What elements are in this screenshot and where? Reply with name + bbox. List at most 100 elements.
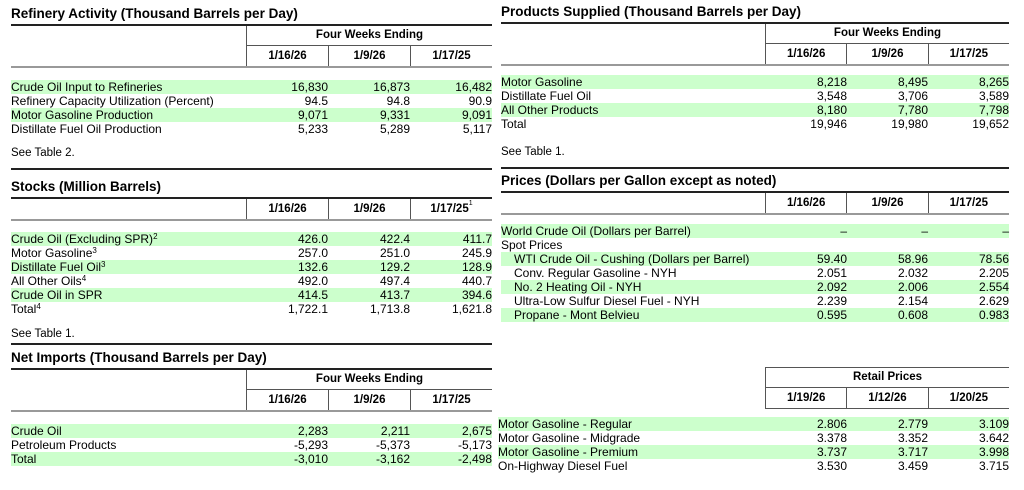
stocks-table: Stocks (Million Barrels) 1/16/26 1/9/26 … bbox=[11, 179, 492, 345]
cell-value: 3.717 bbox=[897, 445, 928, 459]
row-label: Propane - Mont Belvieu bbox=[514, 308, 640, 322]
header-group: Four Weeks Ending 1/16/26 1/9/26 1/17/25 bbox=[765, 24, 1009, 64]
cell-value: 129.2 bbox=[379, 260, 410, 274]
net-imports-table: Net Imports (Thousand Barrels per Day) F… bbox=[11, 350, 492, 466]
cell-value: 1,713.8 bbox=[369, 302, 410, 316]
cell-value: – bbox=[840, 224, 847, 238]
cell-value: -5,173 bbox=[457, 438, 492, 452]
cell-value: 497.4 bbox=[379, 274, 410, 288]
row-label: World Crude Oil (Dollars per Barrel) bbox=[501, 224, 691, 238]
retail-prices-table: Retail Prices 1/19/26 1/12/26 1/20/25 Mo… bbox=[498, 367, 1009, 473]
table-row: Refinery Capacity Utilization (Percent) … bbox=[11, 94, 492, 108]
cell-value: 3,548 bbox=[816, 89, 847, 103]
cell-value: 0.983 bbox=[978, 308, 1009, 322]
cell-value: 2.779 bbox=[897, 417, 928, 431]
cell-value: 3.715 bbox=[978, 459, 1009, 473]
column-header: 1/17/25 bbox=[432, 394, 471, 406]
net-imports-header: Four Weeks Ending 1/16/26 1/9/26 1/17/25 bbox=[11, 370, 492, 412]
row-label: Ultra-Low Sulfur Diesel Fuel - NYH bbox=[514, 294, 700, 308]
refinery-activity-table: Refinery Activity (Thousand Barrels per … bbox=[11, 6, 492, 170]
table-body: Motor Gasoline - Regular 2.806 2.779 3.1… bbox=[498, 417, 1009, 473]
row-label-text: Crude Oil (Excluding SPR) bbox=[11, 232, 154, 246]
table-note: See Table 1. bbox=[11, 328, 75, 340]
row-label: No. 2 Heating Oil - NYH bbox=[514, 280, 642, 294]
cell-value: 94.8 bbox=[386, 94, 410, 108]
row-label-text: Total bbox=[11, 302, 37, 316]
cell-value: 132.6 bbox=[297, 260, 328, 274]
cell-value: 3.352 bbox=[897, 431, 928, 445]
header-group: 1/16/26 1/9/26 1/17/25 bbox=[765, 193, 1009, 213]
footnote-marker: 4 bbox=[81, 274, 87, 283]
header-group: 1/16/26 1/9/26 1/17/251 bbox=[246, 199, 492, 219]
cell-value: -5,373 bbox=[375, 438, 410, 452]
cell-value: 3.378 bbox=[816, 431, 847, 445]
row-label: Motor Gasoline - Regular bbox=[498, 417, 633, 431]
row-label: Total bbox=[501, 117, 527, 131]
table-row: Motor Gasoline Production 9,071 9,331 9,… bbox=[11, 108, 492, 122]
table-body: Crude Oil Input to Refineries 16,830 16,… bbox=[11, 80, 492, 136]
cell-value: 9,331 bbox=[379, 108, 410, 122]
stocks-title: Stocks (Million Barrels) bbox=[11, 179, 492, 199]
footnote-marker: 2 bbox=[153, 232, 158, 241]
table-row: Total -3,010 -3,162 -2,498 bbox=[11, 452, 492, 466]
cell-value: 16,873 bbox=[373, 80, 410, 94]
cell-value: 2.092 bbox=[816, 280, 847, 294]
row-label: Motor Gasoline3 bbox=[11, 246, 249, 260]
table-row: World Crude Oil (Dollars per Barrel) – –… bbox=[501, 224, 1009, 238]
column-header: 1/17/25 bbox=[949, 197, 988, 209]
table-row: Propane - Mont Belvieu 0.595 0.608 0.983 bbox=[501, 308, 1009, 322]
cell-value: 440.7 bbox=[461, 274, 492, 288]
table-row: Total 19,946 19,980 19,652 bbox=[501, 117, 1009, 131]
cell-value: 7,780 bbox=[897, 103, 928, 117]
column-header: 1/16/26 bbox=[766, 44, 848, 64]
cell-value: 2.154 bbox=[897, 294, 928, 308]
table-row: Petroleum Products -5,293 -5,373 -5,173 bbox=[11, 438, 492, 452]
cell-value: 0.608 bbox=[897, 308, 928, 322]
table-body: Crude Oil (Excluding SPR)2 426.0 422.4 4… bbox=[11, 232, 492, 316]
row-label-text: Distillate Fuel Oil bbox=[11, 260, 102, 274]
cell-value: 3.998 bbox=[978, 445, 1009, 459]
header-group: Retail Prices 1/19/26 1/12/26 1/20/25 bbox=[765, 367, 1009, 409]
row-label-text: Motor Gasoline bbox=[11, 246, 93, 260]
row-label: On-Highway Diesel Fuel bbox=[498, 459, 628, 473]
cell-value: 78.56 bbox=[978, 252, 1009, 266]
footnote-marker: 1 bbox=[468, 200, 473, 207]
column-header: 1/16/26 bbox=[247, 390, 329, 410]
section-divider bbox=[11, 343, 492, 345]
column-header: 1/17/251 bbox=[411, 199, 492, 219]
cell-value: 9,091 bbox=[461, 108, 492, 122]
prices-header: 1/16/26 1/9/26 1/17/25 bbox=[501, 193, 1009, 215]
cell-value: – bbox=[1002, 224, 1009, 238]
cell-value: 3,706 bbox=[897, 89, 928, 103]
cell-value: 19,946 bbox=[810, 117, 847, 131]
cell-value: 2.629 bbox=[978, 294, 1009, 308]
cell-value: -5,293 bbox=[293, 438, 328, 452]
cell-value: 2.006 bbox=[897, 280, 928, 294]
table-row: On-Highway Diesel Fuel 3.530 3.459 3.715 bbox=[498, 459, 1009, 473]
row-label: Conv. Regular Gasoline - NYH bbox=[514, 266, 677, 280]
section-divider bbox=[11, 168, 492, 170]
cell-value: 1,722.1 bbox=[287, 302, 328, 316]
table-row: Distillate Fuel Oil 3,548 3,706 3,589 bbox=[501, 89, 1009, 103]
table-row: Motor Gasoline 8,218 8,495 8,265 bbox=[501, 75, 1009, 89]
row-label: Crude Oil Input to Refineries bbox=[11, 80, 163, 94]
row-label: Motor Gasoline Production bbox=[11, 108, 154, 122]
column-header-text: 1/17/25 bbox=[430, 203, 469, 215]
row-label: Motor Gasoline bbox=[501, 75, 583, 89]
header-group: Four Weeks Ending 1/16/26 1/9/26 1/17/25 bbox=[246, 370, 492, 410]
cell-value: 5,289 bbox=[379, 122, 410, 136]
cell-value: 2.806 bbox=[816, 417, 847, 431]
group-label: Four Weeks Ending bbox=[247, 370, 492, 390]
table-row: Motor Gasoline - Regular 2.806 2.779 3.1… bbox=[498, 417, 1009, 431]
column-header: 1/19/26 bbox=[766, 388, 848, 408]
cell-value: 5,233 bbox=[297, 122, 328, 136]
table-row: All Other Products 8,180 7,780 7,798 bbox=[501, 103, 1009, 117]
table-row: WTI Crude Oil - Cushing (Dollars per Bar… bbox=[501, 252, 1009, 266]
row-label: Crude Oil bbox=[11, 424, 62, 438]
row-label-text: Crude Oil in SPR bbox=[11, 288, 103, 302]
table-body: Crude Oil 2,283 2,211 2,675 Petroleum Pr… bbox=[11, 424, 492, 466]
table-note: See Table 1. bbox=[501, 146, 565, 158]
refinery-activity-title: Refinery Activity (Thousand Barrels per … bbox=[11, 6, 492, 26]
cell-value: 19,652 bbox=[972, 117, 1009, 131]
cell-value: 3.737 bbox=[816, 445, 847, 459]
